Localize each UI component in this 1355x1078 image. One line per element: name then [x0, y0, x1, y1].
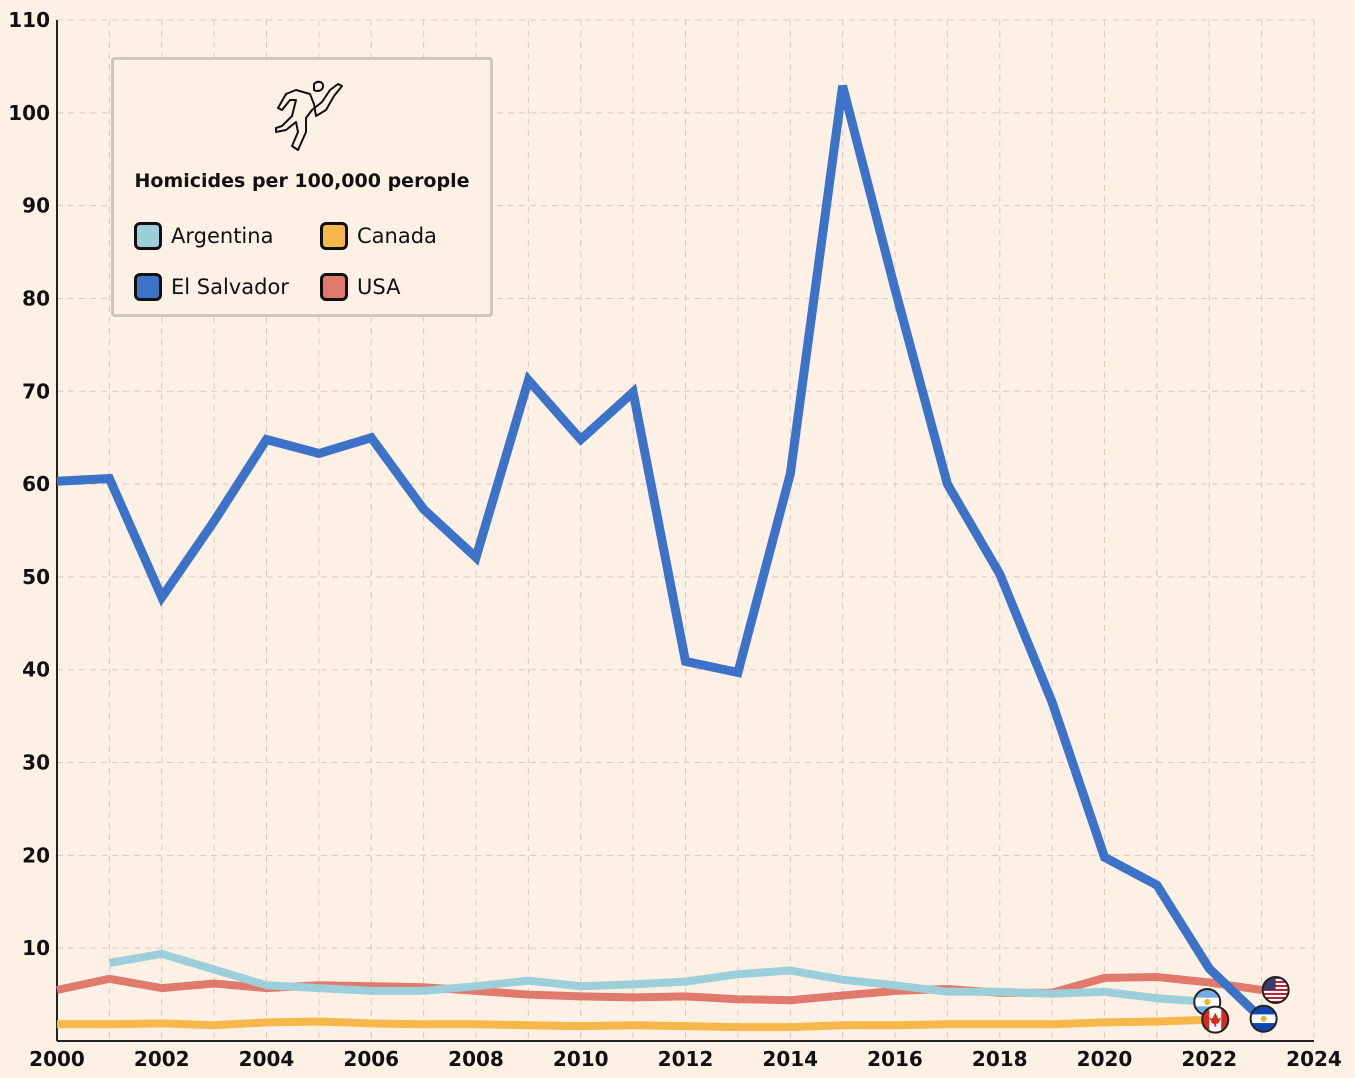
x-tick-label: 2000	[29, 1047, 85, 1071]
legend: Homicides per 100,000 perople Argentina …	[111, 57, 493, 317]
x-tick-label: 2024	[1286, 1047, 1342, 1071]
legend-swatch-argentina	[134, 222, 162, 250]
legend-item-canada: Canada	[320, 221, 437, 251]
legend-label-argentina: Argentina	[171, 224, 274, 248]
x-tick-label: 2012	[658, 1047, 714, 1071]
x-tick-label: 2022	[1181, 1047, 1237, 1071]
canada-flag-icon	[1201, 1005, 1230, 1034]
y-tick-label: 100	[8, 101, 50, 125]
x-tick-label: 2020	[1077, 1047, 1133, 1071]
y-tick-label: 80	[22, 286, 50, 310]
legend-item-usa: USA	[320, 272, 400, 302]
y-tick-label: 30	[22, 751, 50, 775]
legend-label-canada: Canada	[357, 224, 437, 248]
y-tick-label: 90	[22, 194, 50, 218]
chalk-outline-icon	[275, 80, 343, 151]
legend-title: Homicides per 100,000 perople	[134, 170, 470, 192]
series-layer	[56, 84, 1265, 1032]
legend-item-el-salvador: El Salvador	[134, 272, 289, 302]
y-tick-label: 70	[22, 379, 50, 403]
legend-swatch-usa	[320, 273, 348, 301]
series-line-el-salvador	[56, 84, 1265, 1022]
series-line-canada	[57, 1015, 1210, 1032]
legend-swatch-canada	[320, 222, 348, 250]
x-tick-label: 2010	[553, 1047, 609, 1071]
usa-flag-icon	[1261, 975, 1290, 1004]
y-tick-label: 50	[22, 565, 50, 589]
y-tick-label: 60	[22, 472, 50, 496]
y-tick-labels: 10 20 30 40 50 60 70 80 90 100 110	[8, 8, 50, 960]
legend-swatch-el-salvador	[134, 273, 162, 301]
y-tick-label: 10	[22, 936, 50, 960]
end-markers	[1193, 975, 1290, 1034]
axes	[56, 20, 1314, 1042]
series-line-argentina	[108, 949, 1210, 1006]
y-tick-label: 40	[22, 658, 50, 682]
legend-item-argentina: Argentina	[134, 221, 273, 251]
x-tick-label: 2018	[972, 1047, 1028, 1071]
el-salvador-flag-icon	[1249, 1004, 1278, 1033]
x-tick-label: 2006	[343, 1047, 399, 1071]
y-tick-label: 20	[22, 843, 50, 867]
legend-label-el-salvador: El Salvador	[171, 275, 289, 299]
x-tick-label: 2016	[867, 1047, 923, 1071]
y-tick-label: 110	[8, 8, 50, 32]
x-tick-labels: 2000 2002 2004 2006 2008 2010 2012 2014 2016 2018…	[29, 1047, 1342, 1071]
x-tick-label: 2008	[448, 1047, 504, 1071]
x-tick-label: 2002	[134, 1047, 190, 1071]
legend-label-usa: USA	[357, 275, 401, 299]
x-tick-label: 2004	[239, 1047, 295, 1071]
x-tick-label: 2014	[762, 1047, 818, 1071]
